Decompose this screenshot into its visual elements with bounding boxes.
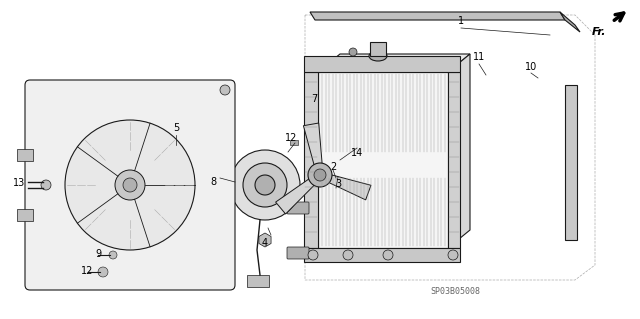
Circle shape	[65, 120, 195, 250]
Text: 12: 12	[81, 266, 93, 276]
Circle shape	[115, 170, 145, 200]
Polygon shape	[210, 170, 230, 200]
Text: 5: 5	[173, 123, 179, 133]
Circle shape	[255, 175, 275, 195]
Text: 13: 13	[13, 178, 25, 188]
FancyBboxPatch shape	[287, 202, 309, 214]
Circle shape	[383, 250, 393, 260]
Bar	[290, 140, 298, 145]
FancyBboxPatch shape	[287, 247, 309, 259]
Circle shape	[230, 150, 300, 220]
Circle shape	[349, 48, 357, 56]
Circle shape	[343, 250, 353, 260]
Polygon shape	[276, 179, 314, 214]
Circle shape	[220, 85, 230, 95]
Bar	[247, 275, 269, 287]
Polygon shape	[329, 175, 371, 200]
Text: 7: 7	[311, 94, 317, 104]
Text: 10: 10	[525, 62, 537, 72]
Circle shape	[308, 250, 318, 260]
Bar	[565, 85, 577, 240]
Bar	[17, 149, 33, 161]
Circle shape	[243, 163, 287, 207]
Bar	[17, 209, 33, 221]
Bar	[448, 72, 460, 248]
Bar	[304, 72, 318, 248]
Bar	[370, 42, 386, 56]
Text: 4: 4	[262, 238, 268, 248]
Text: 1: 1	[458, 16, 464, 26]
Polygon shape	[448, 54, 470, 248]
Circle shape	[308, 163, 332, 187]
Bar	[304, 56, 460, 72]
Polygon shape	[310, 12, 565, 20]
Circle shape	[98, 267, 108, 277]
Circle shape	[314, 169, 326, 181]
Polygon shape	[560, 12, 580, 32]
Polygon shape	[303, 123, 322, 165]
Circle shape	[209, 174, 221, 186]
Text: 2: 2	[330, 162, 336, 172]
Circle shape	[109, 251, 117, 259]
Circle shape	[123, 178, 137, 192]
Polygon shape	[318, 54, 470, 72]
Text: 11: 11	[473, 52, 485, 62]
Circle shape	[41, 180, 51, 190]
Text: 8: 8	[210, 177, 216, 187]
Text: 14: 14	[351, 148, 363, 158]
FancyBboxPatch shape	[25, 80, 235, 290]
Text: 9: 9	[95, 249, 101, 259]
Ellipse shape	[369, 51, 387, 61]
Text: SP03B05008: SP03B05008	[430, 287, 480, 296]
Text: Fr.: Fr.	[592, 27, 607, 37]
Bar	[318, 72, 448, 248]
Text: 12: 12	[285, 133, 297, 143]
Circle shape	[448, 250, 458, 260]
Bar	[304, 248, 460, 262]
Text: 3: 3	[335, 179, 341, 189]
